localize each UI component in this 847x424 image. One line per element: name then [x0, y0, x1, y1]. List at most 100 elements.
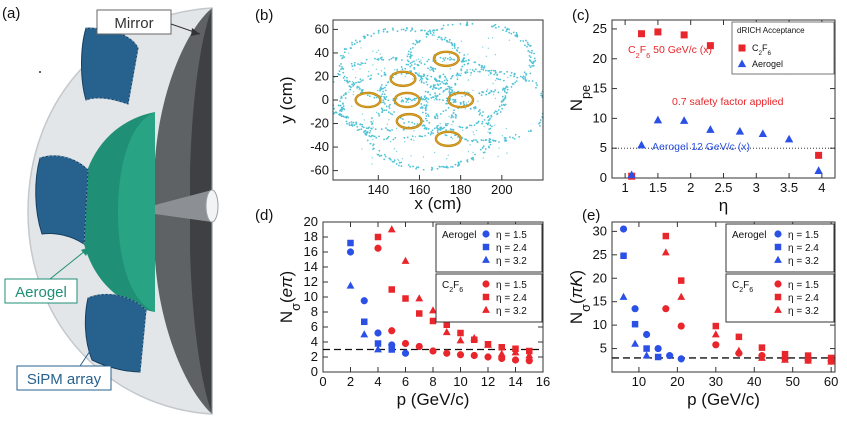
data-point [429, 306, 437, 314]
hit-dot [395, 163, 398, 165]
hit-dot [444, 36, 447, 39]
hit-dot [474, 106, 477, 108]
hit-dot [496, 112, 499, 115]
y-tick-label: 18 [304, 229, 318, 244]
noise-dot [489, 124, 492, 126]
y-tick-label: 0 [600, 170, 607, 185]
hit-dot [383, 102, 386, 105]
hit-dot [449, 58, 451, 61]
hit-dot [380, 95, 383, 98]
hit-dot [449, 88, 451, 91]
hit-dot [379, 86, 382, 89]
hit-dot [387, 111, 390, 114]
hit-dot [436, 129, 439, 132]
hit-dot [416, 64, 419, 66]
hit-dot [502, 29, 504, 32]
hit-dot [363, 130, 366, 132]
hit-dot [378, 155, 381, 157]
hit-dot [411, 61, 414, 64]
hit-dot [466, 71, 469, 74]
noise-dot [351, 105, 353, 107]
hit-dot [409, 65, 412, 68]
hit-dot [387, 99, 390, 102]
hit-dot [392, 56, 395, 59]
small-ring-core [355, 92, 381, 108]
hit-dot [348, 80, 351, 83]
data-point [401, 256, 410, 264]
noise-dot [367, 75, 369, 77]
hit-dot [340, 113, 342, 116]
hit-dot [353, 43, 356, 45]
hit-dot [423, 29, 426, 32]
hit-dot [454, 100, 456, 102]
data-point [631, 320, 639, 328]
noise-dot [451, 138, 454, 140]
hit-dot [529, 72, 532, 75]
legend-group-title: Aerogel [442, 230, 476, 241]
hit-dot [525, 39, 527, 42]
hit-dot [431, 67, 434, 70]
noise-dot [360, 47, 362, 49]
hit-dot [370, 120, 373, 123]
hit-dot [449, 91, 452, 94]
x-tick-label: 1 [622, 180, 629, 195]
hit-dot [476, 121, 479, 124]
data-point [642, 351, 651, 359]
hit-dot [427, 30, 430, 33]
hit-dot [463, 54, 466, 56]
legend-entry-label: η = 3.2 [788, 256, 819, 267]
hit-dot [416, 123, 419, 125]
hit-dot [352, 81, 355, 84]
noise-dot [359, 68, 361, 70]
hit-dot [421, 124, 424, 127]
hit-dot [381, 93, 384, 95]
noise-dot [485, 55, 488, 58]
noise-dot [396, 70, 398, 72]
hit-dot [454, 113, 457, 116]
hit-dot [433, 29, 436, 32]
hit-dot [471, 69, 474, 71]
hit-dot [521, 76, 524, 79]
hit-dot [426, 113, 429, 116]
data-point [484, 353, 492, 361]
data-point [784, 134, 794, 143]
hit-dot [351, 125, 354, 127]
hit-dot [400, 73, 403, 75]
hit-dot [347, 80, 349, 83]
hit-dot [418, 75, 421, 77]
hit-dot [389, 112, 392, 115]
small-ring-core [396, 113, 423, 129]
legend-marker [774, 230, 782, 238]
data-point [429, 347, 437, 355]
hit-dot [421, 135, 424, 138]
data-point [735, 126, 745, 135]
hit-dot [404, 29, 407, 32]
data-point [804, 356, 812, 364]
noise-dot [386, 123, 389, 125]
noise-dot [488, 122, 490, 124]
hit-dot [472, 158, 475, 161]
hit-dot [364, 62, 367, 65]
noise-dot [389, 140, 392, 143]
hit-dot [351, 41, 353, 44]
hit-dot [353, 124, 356, 126]
hit-dot [379, 89, 382, 92]
hit-dot [424, 117, 427, 120]
hit-dot [461, 65, 464, 68]
x-tick-label: 30 [709, 374, 723, 389]
hit-dot [479, 112, 482, 115]
hit-dot [525, 72, 527, 75]
hit-dot [419, 107, 422, 109]
hit-dot [445, 166, 448, 169]
hit-dot [371, 134, 373, 137]
hit-dot [489, 143, 492, 146]
hit-dot [453, 47, 456, 49]
hit-dot [475, 139, 477, 141]
hit-dot [351, 83, 354, 86]
noise-dot [494, 79, 497, 81]
hit-dot [420, 75, 422, 78]
hit-dot [494, 139, 497, 142]
hit-dot [393, 111, 395, 113]
hit-dot [435, 113, 438, 115]
hit-dot [439, 113, 442, 115]
